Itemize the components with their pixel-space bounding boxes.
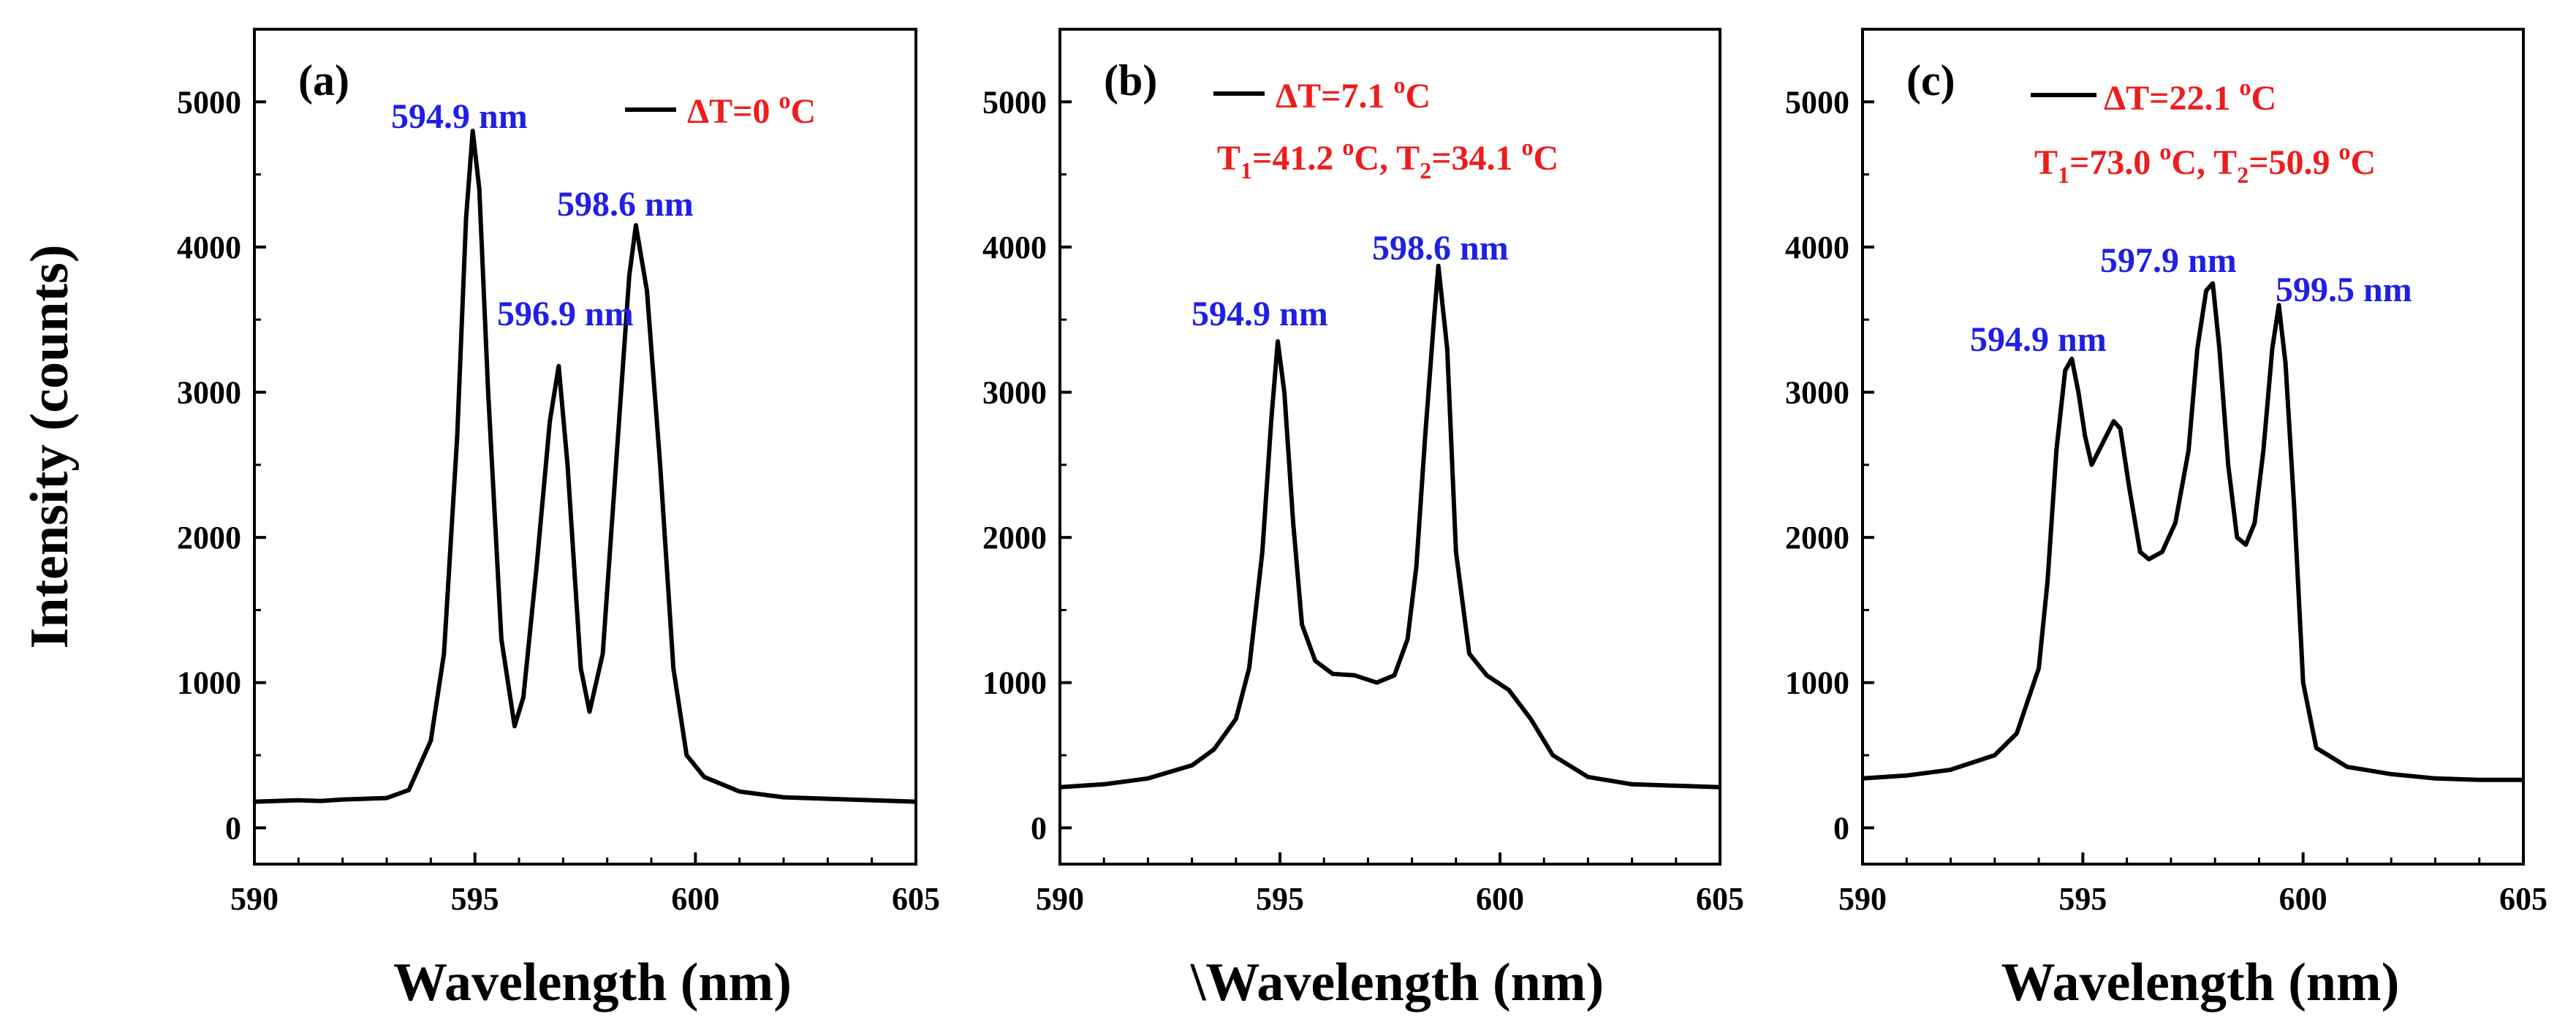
- degree-mark: o: [2239, 74, 2251, 100]
- t2-symbol: C, T: [1354, 139, 1420, 178]
- temperature-annotation: T1=73.0 oC, T2=50.9 oC: [2034, 138, 2376, 188]
- peak-label: 599.5 nm: [2276, 270, 2412, 309]
- y-tick-label: 2000: [982, 520, 1047, 556]
- y-tick-label: 4000: [1785, 230, 1849, 265]
- degree-mark: o: [2339, 138, 2351, 164]
- plot-frame: [1861, 28, 2525, 866]
- legend-label: ΔT=7.1 oC: [1276, 72, 1431, 116]
- y-tick-label: 0: [225, 810, 241, 846]
- panel-label: (a): [298, 56, 349, 105]
- plot-frame: [253, 28, 917, 866]
- y-tick-label: 1000: [1785, 665, 1849, 701]
- series-line: [254, 129, 917, 804]
- peak-label: 594.9 nm: [391, 97, 528, 136]
- x-tick-label: 590: [1838, 881, 1887, 917]
- peak-label: 598.6 nm: [1372, 229, 1509, 268]
- y-tick-label: 3000: [1785, 375, 1849, 411]
- x-tick-label: 605: [892, 881, 940, 917]
- x-axis-title: \Wavelength (nm): [1190, 953, 1604, 1013]
- legend-text: ΔT=22.1: [2104, 79, 2239, 118]
- y-tick-label: 2000: [177, 520, 241, 556]
- x-tick-label: 600: [2279, 881, 2327, 917]
- t1-symbol: T: [1217, 139, 1240, 178]
- y-tick-label: 4000: [982, 230, 1047, 265]
- x-tick-label: 595: [1256, 881, 1304, 917]
- t1-value: =41.2: [1252, 139, 1342, 178]
- unit-c: C: [1534, 139, 1559, 178]
- t2-subscript: 2: [2237, 162, 2249, 188]
- panel-label: (b): [1104, 56, 1157, 105]
- x-tick-label: 595: [451, 881, 499, 917]
- legend-unit: C: [2251, 79, 2276, 118]
- y-tick-label: 1000: [177, 665, 241, 701]
- degree-mark: o: [779, 87, 790, 113]
- degree-mark: o: [1393, 72, 1405, 98]
- chart-panel-1: 590 595 600 605 0 1000 2000 3000 4000 5000 (a) ΔT=0…: [20, 28, 940, 1013]
- peak-label: 594.9 nm: [1970, 320, 2107, 359]
- y-axis-title: Intensity (counts): [20, 245, 80, 649]
- t2-subscript: 2: [1420, 157, 1431, 183]
- y-tick-label: 3000: [177, 375, 241, 411]
- x-tick-label: 605: [2499, 881, 2547, 917]
- x-tick-label: 590: [1036, 881, 1084, 917]
- peak-label: 596.9 nm: [497, 295, 634, 333]
- x-tick-label: 590: [230, 881, 279, 917]
- peak-label: 597.9 nm: [2100, 241, 2237, 280]
- y-tick-label: 2000: [1785, 520, 1849, 556]
- y-tick-label: 5000: [177, 84, 241, 120]
- y-tick-label: 5000: [1785, 84, 1849, 120]
- degree-mark: o: [1522, 134, 1534, 160]
- legend-unit: C: [1405, 77, 1431, 116]
- legend-text: ΔT=7.1: [1276, 77, 1393, 116]
- y-tick-label: 0: [1833, 810, 1849, 846]
- t2-symbol: C, T: [2171, 143, 2237, 182]
- plot-frame: [1058, 28, 1721, 866]
- t1-subscript: 1: [2058, 162, 2069, 188]
- y-tick-label: 5000: [982, 84, 1047, 120]
- y-tick-label: 0: [1031, 810, 1047, 846]
- legend-label: ΔT=22.1 oC: [2104, 74, 2276, 118]
- chart-panel-3: 590 595 600 605 0 1000 2000 3000 4000 5000 (c) ΔT=2…: [1785, 28, 2547, 1013]
- t2-value: =50.9: [2249, 143, 2338, 182]
- x-tick-label: 595: [2058, 881, 2107, 917]
- panel-label: (c): [1906, 56, 1955, 105]
- legend-label: ΔT=0 oC: [687, 87, 816, 131]
- legend-unit: C: [790, 92, 816, 131]
- t1-subscript: 1: [1240, 157, 1252, 183]
- degree-mark: o: [1342, 134, 1354, 160]
- series-line: [1862, 281, 2523, 782]
- t2-value: =34.1: [1431, 139, 1521, 178]
- t1-symbol: T: [2034, 143, 2058, 182]
- chart-panel-2: 590 595 600 605 0 1000 2000 3000 4000 5000 (b) ΔT=7…: [982, 28, 1744, 1013]
- peak-label: 594.9 nm: [1192, 295, 1328, 333]
- y-tick-label: 3000: [982, 375, 1047, 411]
- x-tick-label: 600: [1476, 881, 1524, 917]
- legend-text: ΔT=0: [687, 92, 779, 131]
- x-tick-label: 605: [1696, 881, 1744, 917]
- peak-label: 598.6 nm: [557, 185, 694, 224]
- y-tick-label: 4000: [177, 230, 241, 265]
- temperature-annotation: T1=41.2 oC, T2=34.1 oC: [1217, 134, 1558, 183]
- x-tick-label: 600: [671, 881, 719, 917]
- t1-value: =73.0: [2069, 143, 2159, 182]
- series-line: [1059, 263, 1721, 790]
- y-tick-label: 1000: [982, 665, 1047, 701]
- degree-mark: o: [2159, 138, 2171, 164]
- unit-c: C: [2351, 143, 2376, 182]
- x-axis-title: Wavelength (nm): [393, 953, 792, 1013]
- x-axis-title: Wavelength (nm): [2001, 953, 2400, 1013]
